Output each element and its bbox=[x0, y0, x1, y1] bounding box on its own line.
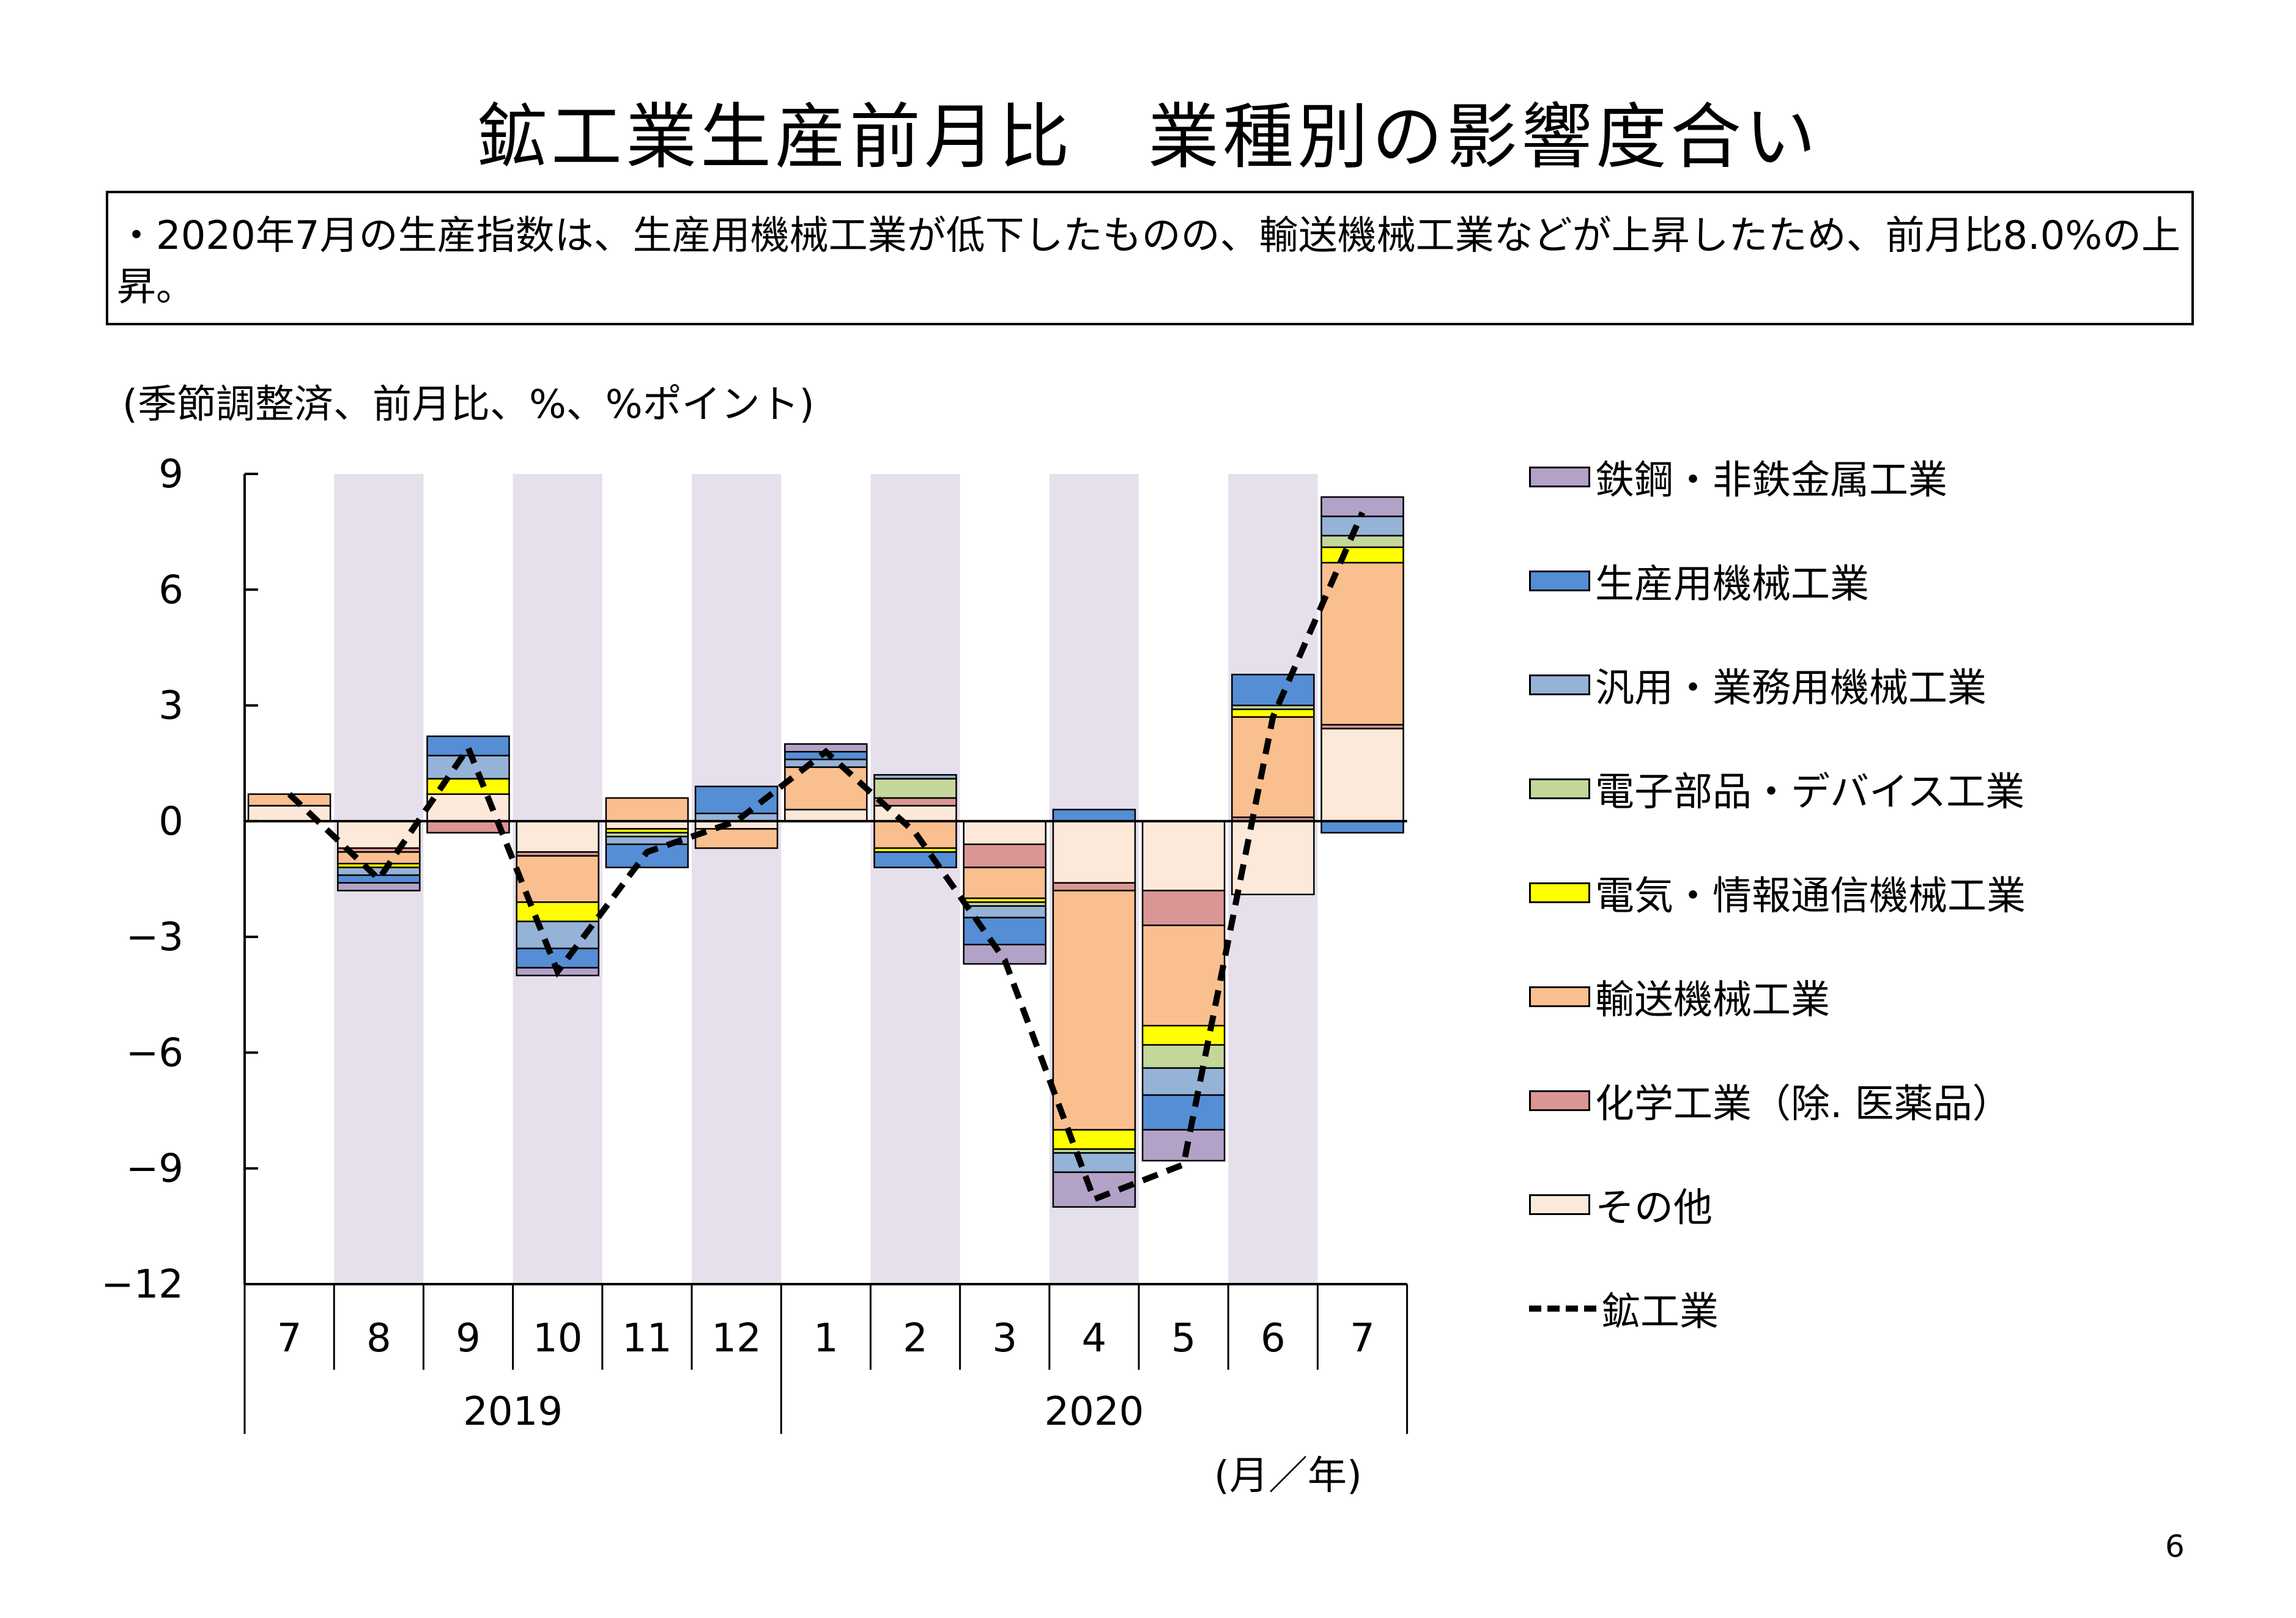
y-tick-label: −9 bbox=[126, 1147, 183, 1192]
bar-segment bbox=[1141, 1094, 1226, 1131]
bar-segment bbox=[1141, 924, 1226, 1027]
x-axis-unit: (月／年) bbox=[1214, 1454, 1362, 1499]
x-tick-label: 1 bbox=[813, 1316, 839, 1361]
unit-note: (季節調整済、前月比、%、%ポイント) bbox=[122, 382, 815, 427]
bar-segment bbox=[784, 758, 868, 768]
x-tick-label: 7 bbox=[277, 1316, 302, 1361]
bar-segment bbox=[605, 797, 689, 822]
bar-segment bbox=[963, 905, 1046, 918]
legend-label: 電気・情報通信機械工業 bbox=[1595, 874, 2026, 919]
legend-item: 電子部品・デバイス工業 bbox=[1529, 764, 2024, 815]
legend-swatch bbox=[1529, 778, 1590, 799]
bar-segment bbox=[1320, 546, 1404, 564]
y-tick-label: −6 bbox=[126, 1030, 183, 1076]
x-tick-label: 10 bbox=[533, 1316, 582, 1361]
bar-segment bbox=[963, 820, 1046, 845]
bar-segment bbox=[1141, 890, 1226, 926]
y-tick-label: 0 bbox=[158, 799, 183, 844]
legend-item: 汎用・業務用機械工業 bbox=[1529, 660, 1987, 711]
page-number: 6 bbox=[2165, 1529, 2185, 1564]
legend-swatch bbox=[1529, 467, 1590, 487]
summary-box: ・2020年7月の生産指数は、生産用機械工業が低下したものの、輸送機械工業などが… bbox=[106, 191, 2194, 325]
shaded-band bbox=[692, 474, 782, 1284]
legend-item: 電気・情報通信機械工業 bbox=[1529, 868, 2026, 919]
x-year-label: 2020 bbox=[1044, 1389, 1144, 1435]
legend-label: その他 bbox=[1595, 1186, 1713, 1231]
x-tick-label: 11 bbox=[622, 1316, 672, 1361]
legend-line-sample bbox=[1529, 1306, 1596, 1312]
legend-item: その他 bbox=[1529, 1180, 1713, 1231]
legend-label: 汎用・業務用機械工業 bbox=[1595, 666, 1987, 711]
page-title: 鉱工業生産前月比 業種別の影響度合い bbox=[476, 96, 1820, 179]
y-tick-label: −3 bbox=[126, 915, 183, 960]
legend-label: 化学工業（除. 医薬品） bbox=[1595, 1082, 2012, 1127]
legend-item: 生産用機械工業 bbox=[1529, 556, 1869, 607]
bar-segment bbox=[963, 843, 1046, 868]
bar-segment bbox=[1052, 1129, 1136, 1150]
bar-segment bbox=[1320, 515, 1404, 537]
bar-segment bbox=[337, 874, 421, 884]
legend-item: 化学工業（除. 医薬品） bbox=[1529, 1076, 2012, 1127]
legend-swatch bbox=[1529, 1194, 1590, 1215]
bar-segment bbox=[1052, 882, 1136, 892]
bar-segment bbox=[873, 778, 957, 799]
bar-segment bbox=[1231, 820, 1315, 895]
bar-segment bbox=[784, 808, 868, 822]
bar-segment bbox=[337, 882, 421, 892]
x-tick-label: 4 bbox=[1082, 1316, 1107, 1361]
bar-segment bbox=[1231, 716, 1315, 818]
bar-segment bbox=[426, 793, 510, 822]
bar-segment bbox=[694, 828, 779, 849]
x-year-label: 2019 bbox=[463, 1389, 563, 1435]
bar-segment bbox=[516, 820, 599, 853]
legend-label: 生産用機械工業 bbox=[1595, 562, 1869, 607]
bar-segment bbox=[337, 820, 421, 849]
bar-segment bbox=[784, 766, 868, 811]
bar-segment bbox=[1052, 890, 1136, 1131]
legend-item: 鉱工業 bbox=[1529, 1284, 1719, 1335]
bar-segment bbox=[1141, 1067, 1226, 1096]
legend-item: 鉄鋼・非鉄金属工業 bbox=[1529, 453, 1947, 503]
y-tick-label: 9 bbox=[158, 452, 183, 497]
bar-segment bbox=[963, 866, 1046, 900]
bar-segment bbox=[247, 805, 331, 822]
x-tick-label: 6 bbox=[1261, 1316, 1286, 1361]
legend-label: 鉄鋼・非鉄金属工業 bbox=[1595, 458, 1947, 503]
x-tick-label: 3 bbox=[992, 1316, 1017, 1361]
legend-label: 電子部品・デバイス工業 bbox=[1595, 770, 2025, 815]
bar-segment bbox=[426, 755, 510, 780]
y-tick-label: 6 bbox=[158, 567, 183, 613]
bar-segment bbox=[1052, 1152, 1136, 1173]
total-line bbox=[287, 511, 1366, 1203]
bar-segment bbox=[1141, 820, 1226, 892]
legend-label: 鉱工業 bbox=[1601, 1290, 1719, 1335]
legend-item: 輸送機械工業 bbox=[1529, 972, 1830, 1023]
legend-label: 輸送機械工業 bbox=[1595, 978, 1830, 1023]
bar-segment bbox=[1320, 728, 1404, 822]
y-tick-label: −12 bbox=[101, 1262, 183, 1307]
x-tick-label: 7 bbox=[1350, 1316, 1375, 1361]
legend-swatch bbox=[1529, 674, 1590, 695]
bar-segment bbox=[1320, 820, 1404, 834]
bar-segment bbox=[1231, 673, 1315, 706]
bar-segment bbox=[1052, 808, 1136, 822]
x-tick-label: 2 bbox=[903, 1316, 928, 1361]
bar-segment bbox=[1052, 820, 1136, 884]
legend-swatch bbox=[1529, 986, 1590, 1007]
x-tick-label: 5 bbox=[1171, 1316, 1196, 1361]
bar-segment bbox=[337, 866, 421, 876]
bar-segment bbox=[873, 774, 957, 780]
bar-segment bbox=[1320, 534, 1404, 549]
legend-swatch bbox=[1529, 1090, 1590, 1111]
bar-segment bbox=[873, 851, 957, 868]
x-tick-label: 9 bbox=[456, 1316, 481, 1361]
y-tick-label: 3 bbox=[158, 684, 183, 729]
bar-segment bbox=[1320, 561, 1404, 726]
x-tick-label: 8 bbox=[366, 1316, 391, 1361]
legend-swatch bbox=[1529, 571, 1590, 591]
legend-swatch bbox=[1529, 882, 1590, 903]
bar-segment bbox=[1141, 1044, 1226, 1069]
x-tick-label: 12 bbox=[711, 1316, 761, 1361]
